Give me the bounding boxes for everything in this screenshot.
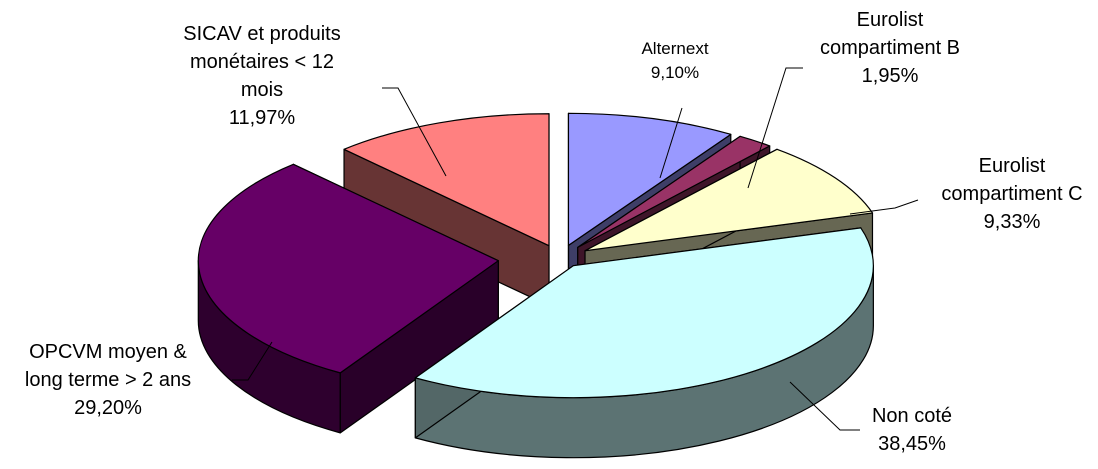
leader-alternext	[659, 107, 683, 179]
slice-opcvm-moyen-long-terme-2-ans	[197, 163, 499, 374]
slice-eurolist-compartiment-b	[577, 135, 771, 248]
label-opcvm-moyen-long-terme-2-ans: OPCVM moyen & long terme > 2 ans 29,20%	[25, 341, 191, 419]
label-non-cote: Non coté 38,45%	[872, 405, 952, 455]
leader-eurolist-compartiment-b	[747, 67, 803, 189]
leader-opcvm-moyen-long-terme-2-ans	[232, 341, 273, 381]
leader-sicav-et-produits-monetaires-12-mois	[382, 87, 447, 177]
leader-eurolist-compartiment-c	[849, 199, 919, 215]
label-eurolist-compartiment-b: Eurolist compartiment B 1,95%	[820, 9, 960, 87]
slice-sicav-et-produits-monetaires-12-mois	[343, 113, 550, 247]
leader-non-cote	[789, 381, 860, 431]
label-eurolist-compartiment-c: Eurolist compartiment C 9,33%	[941, 155, 1082, 233]
slice-eurolist-compartiment-c	[584, 148, 874, 252]
label-sicav-et-produits-monetaires-12-mois: SICAV et produits monétaires < 12 mois 11,9…	[183, 23, 340, 129]
slice-non-cote	[414, 227, 874, 399]
slice-alternext	[567, 112, 732, 246]
label-alternext: Alternext 9,10%	[641, 39, 708, 82]
